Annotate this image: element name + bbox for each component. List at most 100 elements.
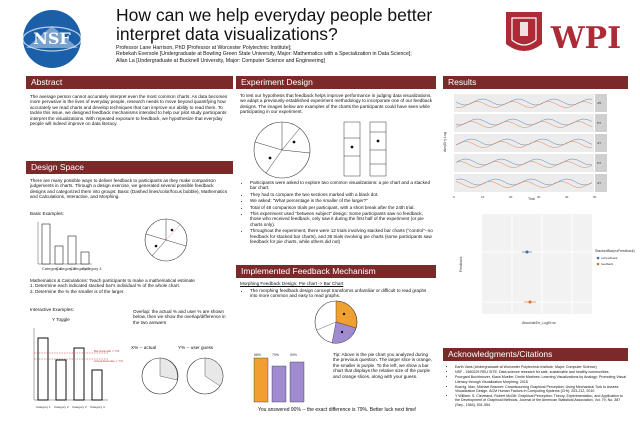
facet-series-line — [455, 178, 593, 186]
svg-text:Category 4: Category 4 — [82, 266, 102, 271]
experiment-stacked-bar-chart — [343, 121, 387, 177]
toggle-label: Y Toggle — [52, 317, 70, 322]
facet-series-line — [455, 141, 592, 148]
basic-example-bar — [41, 223, 51, 265]
poster-title: How can we help everyday people better i… — [116, 5, 433, 44]
toggle-example-bar — [91, 369, 103, 401]
facet-strip — [595, 94, 607, 112]
facet-panel — [454, 94, 594, 112]
experiment-body: To test our hypothesis that feedback hel… — [240, 93, 433, 115]
facet-series-line — [455, 101, 593, 108]
citation: Koenig, Max, Michael Brauner: Crowdsourc… — [455, 385, 628, 393]
wpi-logo: WPI — [506, 12, 621, 56]
basic-examples-label: Basic Examples: — [30, 211, 64, 216]
basic-example-bar — [67, 235, 77, 265]
bullet: The morphing feedback design concept tra… — [250, 288, 433, 299]
bullet: They had to compare the two sections mar… — [250, 192, 433, 197]
x-tick-label: 30 — [537, 195, 541, 199]
svg-text:Category 3: Category 3 — [72, 405, 87, 409]
math-text: Mathematics & Calculations: Teach partic… — [30, 278, 230, 294]
svg-text:Bar Estimate = Y%: Bar Estimate = Y% — [94, 349, 120, 353]
svg-text:Category 4: Category 4 — [90, 405, 105, 409]
facet-strip — [595, 114, 607, 132]
experiment-bullets: Participants were asked to explore two c… — [243, 180, 433, 245]
svg-text:Category 1: Category 1 — [36, 405, 51, 409]
facet-series-line — [455, 161, 593, 168]
citation: NSF - 1560229 REU SITE: Data science res… — [455, 370, 628, 374]
basic-example-bar — [80, 251, 90, 265]
interactive-label: Interactive Examples: — [30, 307, 74, 312]
svg-text:WPI: WPI — [550, 21, 621, 56]
svg-text:Feedback: Feedback — [459, 256, 463, 272]
facet-series-line — [455, 121, 593, 128]
facet-label: 5/7 — [597, 121, 602, 125]
facet-series-line — [455, 158, 592, 166]
basic-example-pie — [144, 218, 188, 262]
overlap-text: Overlap: the actual % and user % are sho… — [133, 309, 226, 325]
facet-strip — [595, 134, 607, 152]
svg-text:Category 1: Category 1 — [42, 266, 62, 271]
toggle-example-bar — [37, 337, 49, 401]
svg-text:68%: 68% — [254, 353, 261, 357]
facet-label: 4/7 — [597, 141, 602, 145]
results-dot-plot: Feedback AbsoluteErr_LogError StackedBar… — [459, 214, 635, 325]
x-tick-label: 0 — [453, 195, 455, 199]
svg-text:Category 3: Category 3 — [70, 266, 90, 271]
facet-label: 4/5 — [597, 101, 602, 105]
svg-text:StackedBar(noFeedback): StackedBar(noFeedback) — [595, 249, 635, 253]
design-space-body: There are many possible ways to deliver … — [30, 178, 228, 200]
svg-text:Trial: Trial — [528, 197, 535, 201]
math-item: 2. Determine the % the smaller is of the… — [30, 288, 125, 294]
bullet: Total of 48 comparison trials per partic… — [250, 205, 433, 210]
experiment-pie-chart — [253, 121, 311, 179]
svg-text:AbsoluteErr_LogError: AbsoluteErr_LogError — [522, 321, 557, 325]
facet-panel — [454, 174, 594, 192]
svg-text:Abs(Err) Log: Abs(Err) Log — [443, 132, 447, 152]
svg-text:Category 2: Category 2 — [54, 405, 69, 409]
facet-strip — [595, 154, 607, 172]
svg-text:Actual Estimate = Y%: Actual Estimate = Y% — [94, 359, 123, 363]
facet-panel — [454, 154, 594, 172]
bullet: Participants were asked to explore two c… — [250, 180, 433, 191]
x-tick-label: 10 — [481, 195, 485, 199]
experiment-heading: Experiment Design — [236, 76, 436, 89]
citation: Y William. S. Cleveland, Robert McGill: … — [455, 394, 628, 407]
svg-text:Category 2: Category 2 — [56, 266, 76, 271]
facet-panel — [454, 134, 594, 152]
morph-pie-chart — [314, 300, 358, 344]
svg-text:noFeedback: noFeedback — [601, 256, 618, 260]
svg-text:feedback: feedback — [601, 262, 614, 266]
math-item: 1. Determine each indicated stacked bar'… — [30, 283, 181, 289]
implemented-bullets: The morphing feedback design concept tra… — [243, 288, 433, 300]
basic-example-bar — [54, 245, 64, 265]
svg-text:79%: 79% — [272, 353, 279, 357]
math-description: Mathematics & Calculations: Teach partic… — [30, 278, 195, 283]
bullet: This experiment used "between subject" d… — [250, 211, 433, 227]
interactive-toggle-chart[interactable]: Bar Estimate = Y% Actual Estimate = Y% C… — [30, 326, 123, 412]
ack-list: Earth Vans (Undergraduate at Worcester P… — [448, 365, 628, 408]
x-tick-label: 20 — [509, 195, 513, 199]
results-heading: Results — [443, 76, 628, 89]
x-tick-label: 50 — [593, 195, 597, 199]
svg-text:90%: 90% — [290, 353, 297, 357]
toggle-example-bar — [55, 359, 67, 401]
tip-text: Tip: Above is the pie chart you analyzed… — [333, 352, 432, 379]
author-line: Allan La [Undergraduate at Bucknell Univ… — [116, 57, 325, 64]
answer-text: You answered 90% -- the exact difference… — [258, 407, 417, 413]
implemented-heading: Implemented Feedback Mechanism — [236, 265, 436, 278]
design-space-heading: Design Space — [26, 161, 233, 174]
facet-series-line — [455, 98, 593, 106]
author-line: Rebekah Eversole [Undergraduate at Bowli… — [116, 51, 412, 58]
ack-heading: Acknowledgments/Citations — [443, 348, 628, 361]
x-tick-label: 40 — [565, 195, 569, 199]
guess-label: Y% -- user guess — [178, 345, 214, 350]
svg-text:NSF: NSF — [33, 29, 71, 48]
overlap-pies — [141, 357, 224, 395]
results-faceted-plot: Abs(Err) Log 4/55/74/76/74/70 10 20 30 40 50 … — [443, 94, 607, 201]
abstract-heading: Abstract — [26, 76, 233, 89]
nsf-logo: NSF — [22, 10, 82, 68]
implemented-sub: Morphing Feedback Design: Pie chart -> B… — [240, 281, 344, 286]
morph-bar-chart: 68% 79% 90% — [253, 353, 305, 403]
bullet: We asked: "What percentage is the smalle… — [250, 198, 433, 203]
toggle-example-bar — [73, 347, 85, 401]
